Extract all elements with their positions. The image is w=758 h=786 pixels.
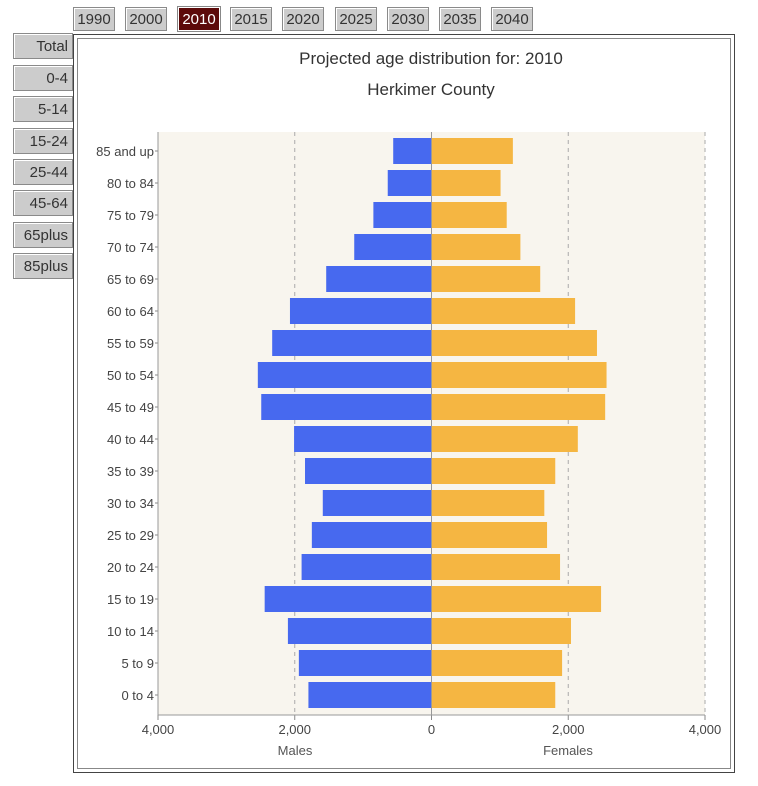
x-tick-label: 4,000: [689, 722, 722, 737]
age-button-15-24[interactable]: 15-24: [13, 128, 73, 154]
y-tick-label: 65 to 69: [107, 272, 154, 287]
y-tick-label: 50 to 54: [107, 368, 154, 383]
bar-females[interactable]: [431, 330, 597, 356]
chart-subtitle: Herkimer County: [367, 80, 495, 99]
bar-males[interactable]: [294, 426, 432, 452]
year-tab-2015[interactable]: 2015: [230, 7, 272, 31]
bar-males[interactable]: [301, 554, 432, 580]
year-tab-2000[interactable]: 2000: [125, 7, 167, 31]
year-tab-1990[interactable]: 1990: [73, 7, 115, 31]
bar-females[interactable]: [431, 202, 507, 228]
bar-females[interactable]: [431, 458, 556, 484]
bar-males[interactable]: [261, 394, 432, 420]
y-tick-label: 80 to 84: [107, 176, 154, 191]
bar-males[interactable]: [287, 618, 432, 644]
y-tick-label: 20 to 24: [107, 560, 154, 575]
x-tick-label: 2,000: [552, 722, 585, 737]
age-button-45-64[interactable]: 45-64: [13, 190, 73, 216]
y-tick-label: 25 to 29: [107, 528, 154, 543]
bar-females[interactable]: [431, 650, 563, 676]
population-pyramid-chart: Projected age distribution for: 2010 Her…: [96, 49, 722, 758]
year-tab-2025[interactable]: 2025: [335, 7, 377, 31]
bar-males[interactable]: [264, 586, 432, 612]
x-tick-label: 4,000: [142, 722, 175, 737]
bar-males[interactable]: [354, 234, 432, 260]
bar-females[interactable]: [431, 682, 556, 708]
bar-females[interactable]: [431, 426, 578, 452]
y-tick-label: 55 to 59: [107, 336, 154, 351]
bar-males[interactable]: [322, 490, 432, 516]
bar-males[interactable]: [387, 170, 432, 196]
age-button-25-44[interactable]: 25-44: [13, 159, 73, 185]
x-tick-label: 0: [428, 722, 435, 737]
y-tick-label: 70 to 74: [107, 240, 154, 255]
bar-females[interactable]: [431, 234, 521, 260]
y-tick-label: 15 to 19: [107, 592, 154, 607]
x-axis-label-females: Females: [543, 743, 593, 758]
y-tick-label: 40 to 44: [107, 432, 154, 447]
chart-inner-border: [77, 38, 731, 769]
y-tick-label: 5 to 9: [121, 656, 154, 671]
bar-females[interactable]: [431, 362, 607, 388]
age-button-85plus[interactable]: 85plus: [13, 253, 73, 279]
bar-females[interactable]: [431, 586, 602, 612]
y-tick-label: 35 to 39: [107, 464, 154, 479]
bar-males[interactable]: [305, 458, 432, 484]
y-tick-label: 10 to 14: [107, 624, 154, 639]
year-tab-2030[interactable]: 2030: [387, 7, 429, 31]
bar-females[interactable]: [431, 298, 576, 324]
year-tab-2040[interactable]: 2040: [491, 7, 533, 31]
bar-females[interactable]: [431, 522, 548, 548]
age-button-5-14[interactable]: 5-14: [13, 96, 73, 122]
bar-males[interactable]: [298, 650, 432, 676]
bar-females[interactable]: [431, 266, 541, 292]
chart-frame: Projected age distribution for: 2010 Her…: [73, 34, 735, 773]
age-button-0-4[interactable]: 0-4: [13, 65, 73, 91]
bar-males[interactable]: [308, 682, 432, 708]
bar-females[interactable]: [431, 554, 561, 580]
age-button-65plus[interactable]: 65plus: [13, 222, 73, 248]
bar-females[interactable]: [431, 618, 571, 644]
bar-males[interactable]: [289, 298, 432, 324]
y-tick-label: 75 to 79: [107, 208, 154, 223]
bar-males[interactable]: [257, 362, 432, 388]
year-tab-2010[interactable]: 2010: [178, 7, 220, 31]
year-tab-2020[interactable]: 2020: [282, 7, 324, 31]
x-tick-label: 2,000: [278, 722, 311, 737]
chart-title: Projected age distribution for: 2010: [299, 49, 563, 68]
bar-males[interactable]: [373, 202, 432, 228]
bar-females[interactable]: [431, 490, 545, 516]
y-tick-label: 0 to 4: [121, 688, 154, 703]
bar-males[interactable]: [272, 330, 432, 356]
bar-females[interactable]: [431, 170, 501, 196]
y-tick-label: 30 to 34: [107, 496, 154, 511]
age-button-total[interactable]: Total: [13, 33, 73, 59]
y-tick-label: 85 and up: [96, 144, 154, 159]
y-tick-label: 45 to 49: [107, 400, 154, 415]
bar-males[interactable]: [326, 266, 432, 292]
bar-females[interactable]: [431, 138, 513, 164]
bar-females[interactable]: [431, 394, 606, 420]
bar-males[interactable]: [393, 138, 432, 164]
year-tab-2035[interactable]: 2035: [439, 7, 481, 31]
bar-males[interactable]: [311, 522, 432, 548]
y-tick-label: 60 to 64: [107, 304, 154, 319]
x-axis-label-males: Males: [278, 743, 313, 758]
